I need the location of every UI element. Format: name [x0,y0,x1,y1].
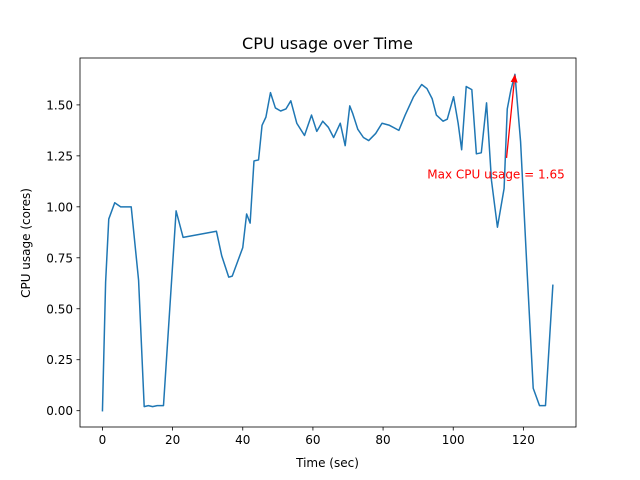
annotation: Max CPU usage = 1.65 [427,74,565,182]
y-axis: 0.00 0.25 0.50 0.75 1.00 1.25 1.50 [46,98,80,418]
x-axis-label: Time (sec) [295,456,359,470]
y-tick-label: 0.00 [46,404,73,418]
y-tick-label: 0.50 [46,302,73,316]
y-tick-label: 1.00 [46,200,73,214]
x-tick-label: 0 [99,433,107,447]
series-line [101,73,554,412]
y-tick-label: 0.75 [46,251,73,265]
y-tick-label: 1.50 [46,98,73,112]
x-tick-label: 80 [375,433,390,447]
annotation-arrow-shaft [505,82,515,158]
x-tick-label: 20 [165,433,180,447]
x-tick-label: 40 [235,433,250,447]
plot-area [79,57,577,428]
y-tick-label: 0.25 [46,353,73,367]
plot-frame [79,57,577,428]
annotation-arrow-head [510,74,518,83]
x-axis: 0 20 40 60 80 100 120 [99,427,535,447]
y-axis-label: CPU usage (cores) [19,188,33,298]
chart-title: CPU usage over Time [242,34,413,53]
x-tick-label: 60 [305,433,320,447]
x-tick-label: 100 [442,433,465,447]
y-tick-label: 1.25 [46,149,73,163]
x-tick-label: 120 [512,433,535,447]
annotation-label: Max CPU usage = 1.65 [427,168,564,182]
